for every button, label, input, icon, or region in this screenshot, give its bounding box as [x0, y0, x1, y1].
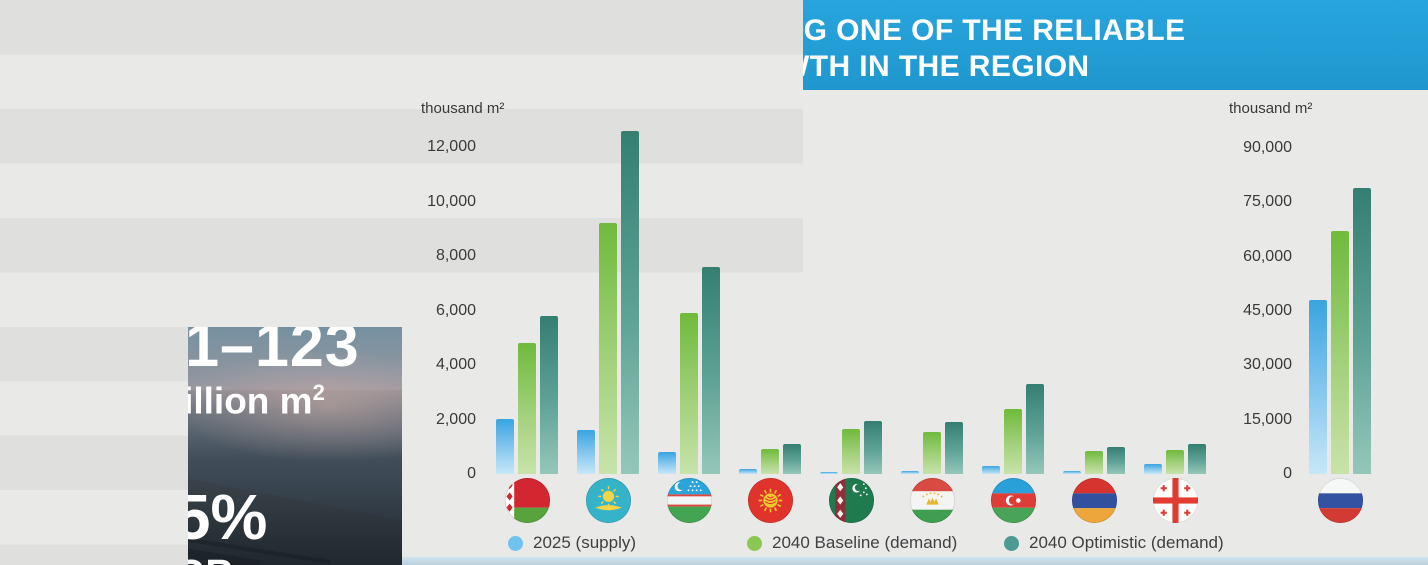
bar-belarus-series0: [496, 419, 514, 474]
flag-kyrgyzstan: [747, 477, 794, 524]
chart-0-unit-label: thousand m²: [421, 100, 505, 117]
legend-item-baseline-2040: 2040 Baseline (demand): [747, 533, 957, 553]
legend-item-optimistic-2040: 2040 Optimistic (demand): [1004, 533, 1224, 553]
bar-turkmenistan-series1: [842, 429, 860, 474]
bar-turkmenistan-series0: [820, 472, 838, 474]
bar-azerbaijan-series0: [982, 466, 1000, 474]
y-tick-label: 10,000: [427, 192, 476, 210]
bar-tajikistan-series2: [945, 422, 963, 474]
chart-1-unit-label: thousand m²: [1229, 100, 1313, 117]
bar-georgia-series0: [1144, 464, 1162, 474]
bar-kyrgyzstan-series0: [739, 469, 757, 474]
bar-armenia-series1: [1085, 451, 1103, 474]
flag-tajikistan-icon: [909, 477, 956, 524]
bar-azerbaijan-series1: [1004, 409, 1022, 474]
flag-armenia-icon: [1071, 477, 1118, 524]
y-tick-label: 30,000: [1243, 356, 1292, 374]
y-tick-label: 4,000: [435, 356, 476, 373]
legend-label-optimistic-2040: 2040 Optimistic (demand): [1029, 533, 1224, 552]
y-tick-label: 45,000: [1243, 302, 1292, 319]
flag-belarus-icon: [504, 477, 551, 524]
horizon-glow: [170, 351, 402, 461]
y-tick-label: 2,000: [435, 410, 476, 428]
bar-kazakhstan-series1: [599, 223, 617, 474]
flag-uzbekistan-icon: [666, 477, 713, 524]
y-tick-label: 0: [467, 465, 476, 482]
y-tick-label: 8,000: [435, 247, 476, 264]
y-tick-label: 15,000: [1243, 410, 1292, 428]
bar-uzbekistan-series1: [680, 313, 698, 474]
flag-georgia: [1152, 477, 1199, 524]
flag-russia-icon: [1317, 477, 1364, 524]
bar-kyrgyzstan-series1: [761, 449, 779, 474]
y-tick-label: 6,000: [435, 301, 476, 319]
y-tick-label: 60,000: [1243, 247, 1292, 265]
legend-dot-baseline-2040: [747, 535, 762, 551]
flag-russia: [1317, 477, 1364, 524]
flag-kazakhstan: [585, 477, 632, 524]
bar-kazakhstan-series2: [621, 131, 639, 474]
bar-belarus-series2: [540, 316, 558, 474]
flag-kazakhstan-icon: [585, 477, 632, 524]
flag-azerbaijan-icon: [990, 477, 1037, 524]
flag-azerbaijan: [990, 477, 1037, 524]
y-tick-label: 0: [1283, 465, 1292, 482]
bar-kyrgyzstan-series2: [783, 444, 801, 474]
flag-tajikistan: [909, 477, 956, 524]
bar-turkmenistan-series2: [864, 421, 882, 474]
legend-item-supply-2025: 2025 (supply): [508, 533, 636, 553]
bar-armenia-series0: [1063, 471, 1081, 474]
flag-turkmenistan-icon: [828, 477, 875, 524]
bar-tajikistan-series1: [923, 432, 941, 474]
bottom-accent-strip: [402, 557, 1428, 565]
flag-georgia-icon: [1152, 477, 1199, 524]
bar-russia-series2: [1353, 188, 1371, 474]
bar-armenia-series2: [1107, 447, 1125, 474]
bar-russia-series0: [1309, 300, 1327, 474]
bar-tajikistan-series0: [901, 471, 919, 474]
bar-georgia-series1: [1166, 450, 1184, 474]
legend-dot-supply-2025: [508, 535, 523, 551]
legend-label-baseline-2040: 2040 Baseline (demand): [772, 533, 958, 552]
bar-georgia-series2: [1188, 444, 1206, 474]
legend-label-supply-2025: 2025 (supply): [533, 533, 637, 552]
bar-uzbekistan-series0: [658, 452, 676, 474]
bar-azerbaijan-series2: [1026, 384, 1044, 474]
flag-uzbekistan: [666, 477, 713, 524]
chart-0-bands: [0, 0, 803, 327]
bar-uzbekistan-series2: [702, 267, 720, 474]
y-tick-label: 75,000: [1243, 193, 1292, 211]
flag-armenia: [1071, 477, 1118, 524]
y-tick-label: 90,000: [1243, 139, 1292, 156]
bar-kazakhstan-series0: [577, 430, 595, 474]
bar-russia-series1: [1331, 231, 1349, 474]
y-tick-label: 12,000: [427, 138, 476, 155]
flag-belarus: [504, 477, 551, 524]
chart-1-bands: [0, 327, 188, 565]
bar-belarus-series1: [518, 343, 536, 474]
legend-dot-optimistic-2040: [1004, 535, 1019, 551]
flag-turkmenistan: [828, 477, 875, 524]
flag-kyrgyzstan-icon: [747, 477, 794, 524]
